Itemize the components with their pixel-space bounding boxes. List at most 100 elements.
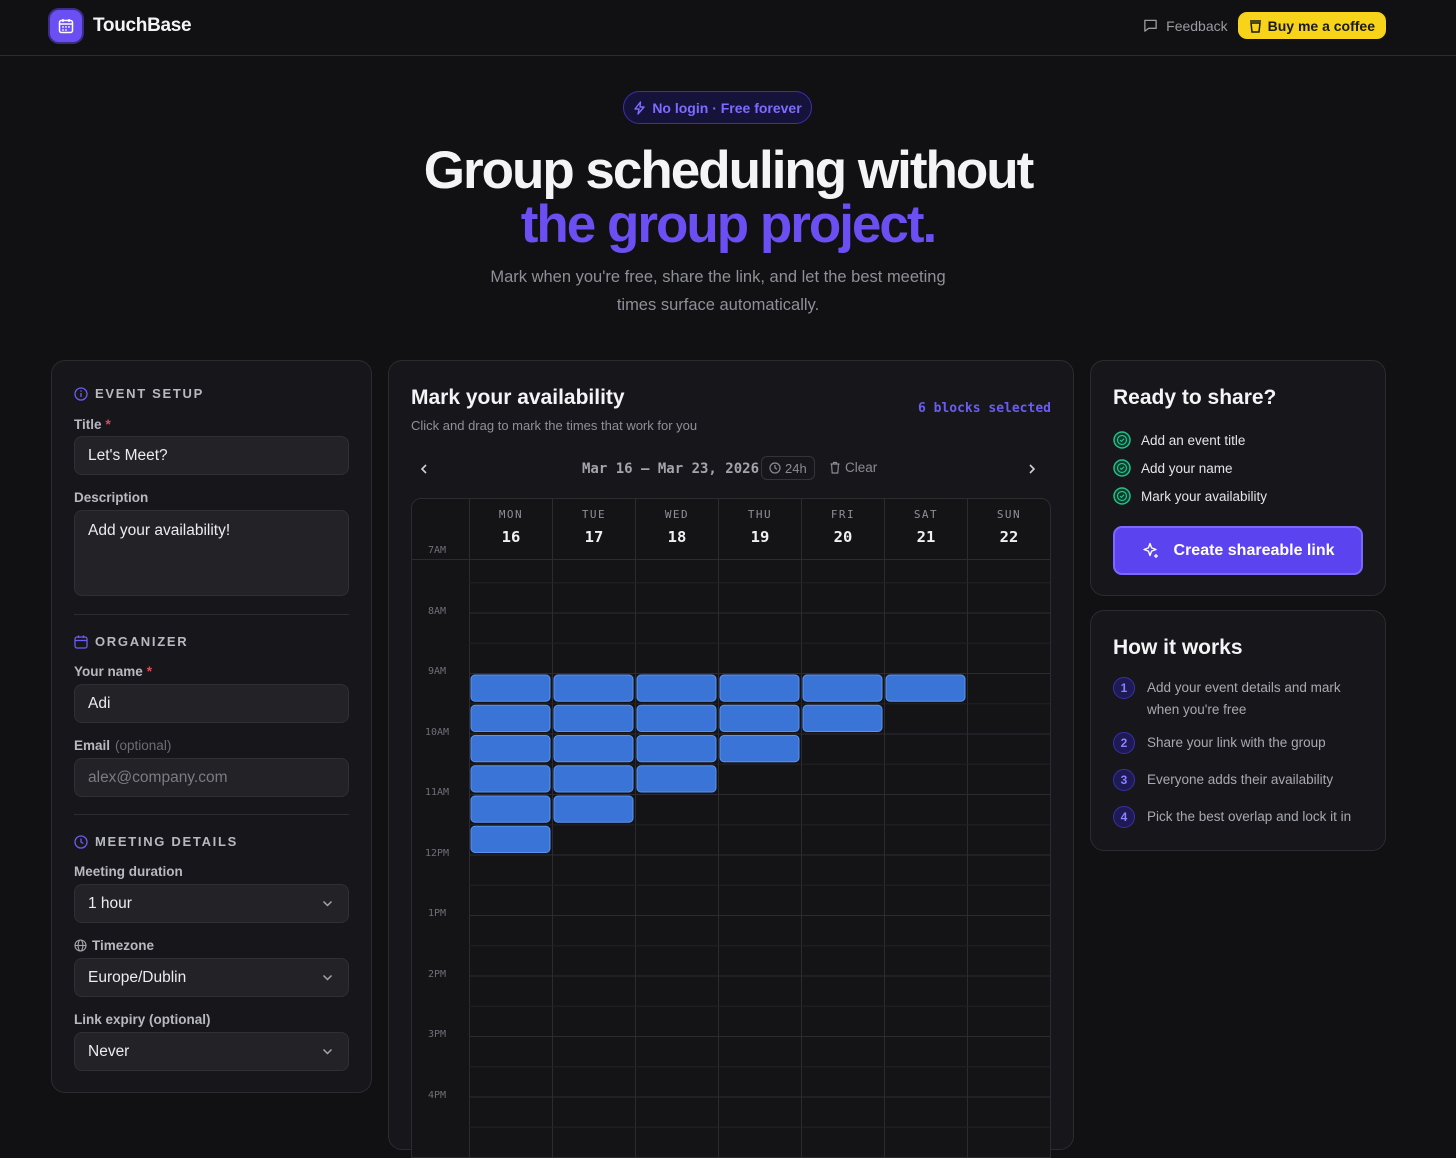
description-label: Description [74, 490, 149, 505]
day-header-wed: WED 18 [635, 499, 718, 560]
hour-label: 1PM [427, 908, 447, 919]
chevron-left-icon [420, 464, 427, 474]
create-shareable-link-button[interactable]: Create shareable link [1113, 526, 1363, 575]
divider [74, 614, 349, 615]
chevron-down-icon [322, 1048, 333, 1055]
week-navigator: Mar 16 – Mar 23, 2026 24h Clear [411, 456, 1051, 482]
how-step: 2 Share your link with the group [1113, 732, 1373, 754]
selected-time-block[interactable] [553, 674, 634, 702]
day-name: SUN [996, 508, 1022, 521]
duration-select[interactable]: 1 hour [74, 884, 349, 923]
calendar-logo-icon [50, 10, 82, 42]
selected-time-block[interactable] [553, 735, 634, 763]
organizer-heading: ORGANIZER [74, 634, 188, 649]
day-name: MON [498, 508, 524, 521]
day-header-fri: FRI 20 [801, 499, 884, 560]
selected-time-block[interactable] [553, 795, 634, 823]
clear-button[interactable]: Clear [829, 460, 877, 475]
next-week-button[interactable] [1019, 456, 1045, 482]
day-name: WED [664, 508, 690, 521]
coffee-label: Buy me a coffee [1267, 17, 1375, 34]
selected-time-block[interactable] [719, 674, 800, 702]
hero-title: Group scheduling without the group proje… [0, 144, 1456, 252]
selected-time-block[interactable] [470, 765, 551, 793]
day-name: THU [747, 508, 773, 521]
checklist-label: Mark your availability [1141, 488, 1268, 504]
how-it-works-card: How it works 1 Add your event details and… [1090, 610, 1386, 851]
selected-time-block[interactable] [470, 704, 551, 732]
buy-coffee-button[interactable]: Buy me a coffee [1237, 12, 1386, 39]
time-format-toggle[interactable]: 24h [761, 456, 815, 480]
grid-lines [469, 560, 1050, 1157]
availability-card: Mark your availability Click and drag to… [388, 360, 1074, 1158]
duration-label: Meeting duration [74, 864, 183, 879]
description-textarea[interactable]: Add your availability! [74, 510, 349, 596]
sparkle-icon [1142, 542, 1158, 558]
availability-title: Mark your availability [411, 386, 625, 409]
step-number: 2 [1113, 732, 1135, 754]
day-name: FRI [830, 508, 856, 521]
check-circle-icon [1113, 487, 1131, 505]
selected-time-block[interactable] [470, 795, 551, 823]
day-number: 20 [833, 528, 853, 546]
email-label: Email (optional) [74, 738, 172, 753]
step-text: Everyone adds their availability [1147, 772, 1334, 787]
time-grid[interactable]: 7AM 8AM 9AM 10AM 11AM 12PM 1PM 2PM 3PM 4PM [412, 545, 1050, 1157]
message-icon [1144, 19, 1157, 32]
checklist-item: Mark your availability [1113, 487, 1267, 505]
ready-to-share-card: Ready to share? Add an event title Add yo… [1090, 360, 1386, 596]
selected-time-block[interactable] [553, 704, 634, 732]
selected-time-block[interactable] [885, 674, 966, 702]
selected-time-block[interactable] [470, 674, 551, 702]
selected-time-block[interactable] [636, 704, 717, 732]
calendar-icon [74, 635, 88, 649]
ready-title: Ready to share? [1113, 386, 1277, 409]
top-nav: TouchBase Feedback Buy me a coffee [0, 0, 1456, 56]
step-text: Pick the best overlap and lock it in [1147, 809, 1352, 824]
hour-label: 4PM [427, 1089, 447, 1101]
selected-time-block[interactable] [719, 735, 800, 763]
brand[interactable]: TouchBase [50, 10, 192, 42]
day-name: SAT [913, 508, 939, 521]
selected-time-block[interactable] [636, 674, 717, 702]
title-label: Title * [74, 417, 111, 432]
day-header-sat: SAT 21 [884, 499, 967, 560]
selected-time-block[interactable] [636, 735, 717, 763]
timezone-label: Timezone [74, 938, 154, 953]
name-input[interactable]: Adi [74, 684, 349, 723]
day-name: TUE [581, 508, 607, 521]
how-title: How it works [1113, 636, 1243, 659]
selected-time-block[interactable] [470, 825, 551, 853]
hour-label: 2PM [427, 968, 447, 980]
check-circle-icon [1113, 431, 1131, 449]
info-icon [74, 386, 88, 401]
email-input[interactable]: alex@company.com [74, 758, 349, 797]
name-label: Your name * [74, 664, 153, 679]
availability-subtitle: Click and drag to mark the times that wo… [411, 418, 698, 433]
hour-label: 7AM [427, 545, 447, 556]
timezone-select[interactable]: Europe/Dublin [74, 958, 349, 997]
prev-week-button[interactable] [411, 456, 437, 482]
brand-name: TouchBase [93, 15, 192, 36]
day-number: 16 [501, 528, 521, 546]
day-number: 17 [584, 528, 604, 546]
availability-grid[interactable]: MON 16 TUE 17 WED 18 THU 19 FRI 20 SAT 21 SUN 22 7AM 8… [411, 498, 1051, 1158]
hour-label: 3PM [427, 1029, 447, 1040]
selected-time-block[interactable] [470, 735, 551, 763]
checklist-item: Add your name [1113, 459, 1233, 477]
selected-time-block[interactable] [719, 704, 800, 732]
expiry-select[interactable]: Never [74, 1032, 349, 1071]
title-input[interactable]: Let's Meet? [74, 436, 349, 475]
feedback-link[interactable]: Feedback [1143, 17, 1228, 34]
selected-time-block[interactable] [636, 765, 717, 793]
checklist-item: Add an event title [1113, 431, 1245, 449]
pill-label: No login · Free forever [652, 99, 802, 116]
feedback-label: Feedback [1166, 17, 1228, 34]
selected-time-block[interactable] [802, 674, 883, 702]
selected-time-block[interactable] [553, 765, 634, 793]
day-number: 22 [999, 528, 1019, 546]
lightning-icon [634, 100, 646, 115]
chevron-down-icon [322, 974, 333, 981]
day-number: 21 [916, 528, 936, 546]
selected-time-block[interactable] [802, 704, 883, 732]
